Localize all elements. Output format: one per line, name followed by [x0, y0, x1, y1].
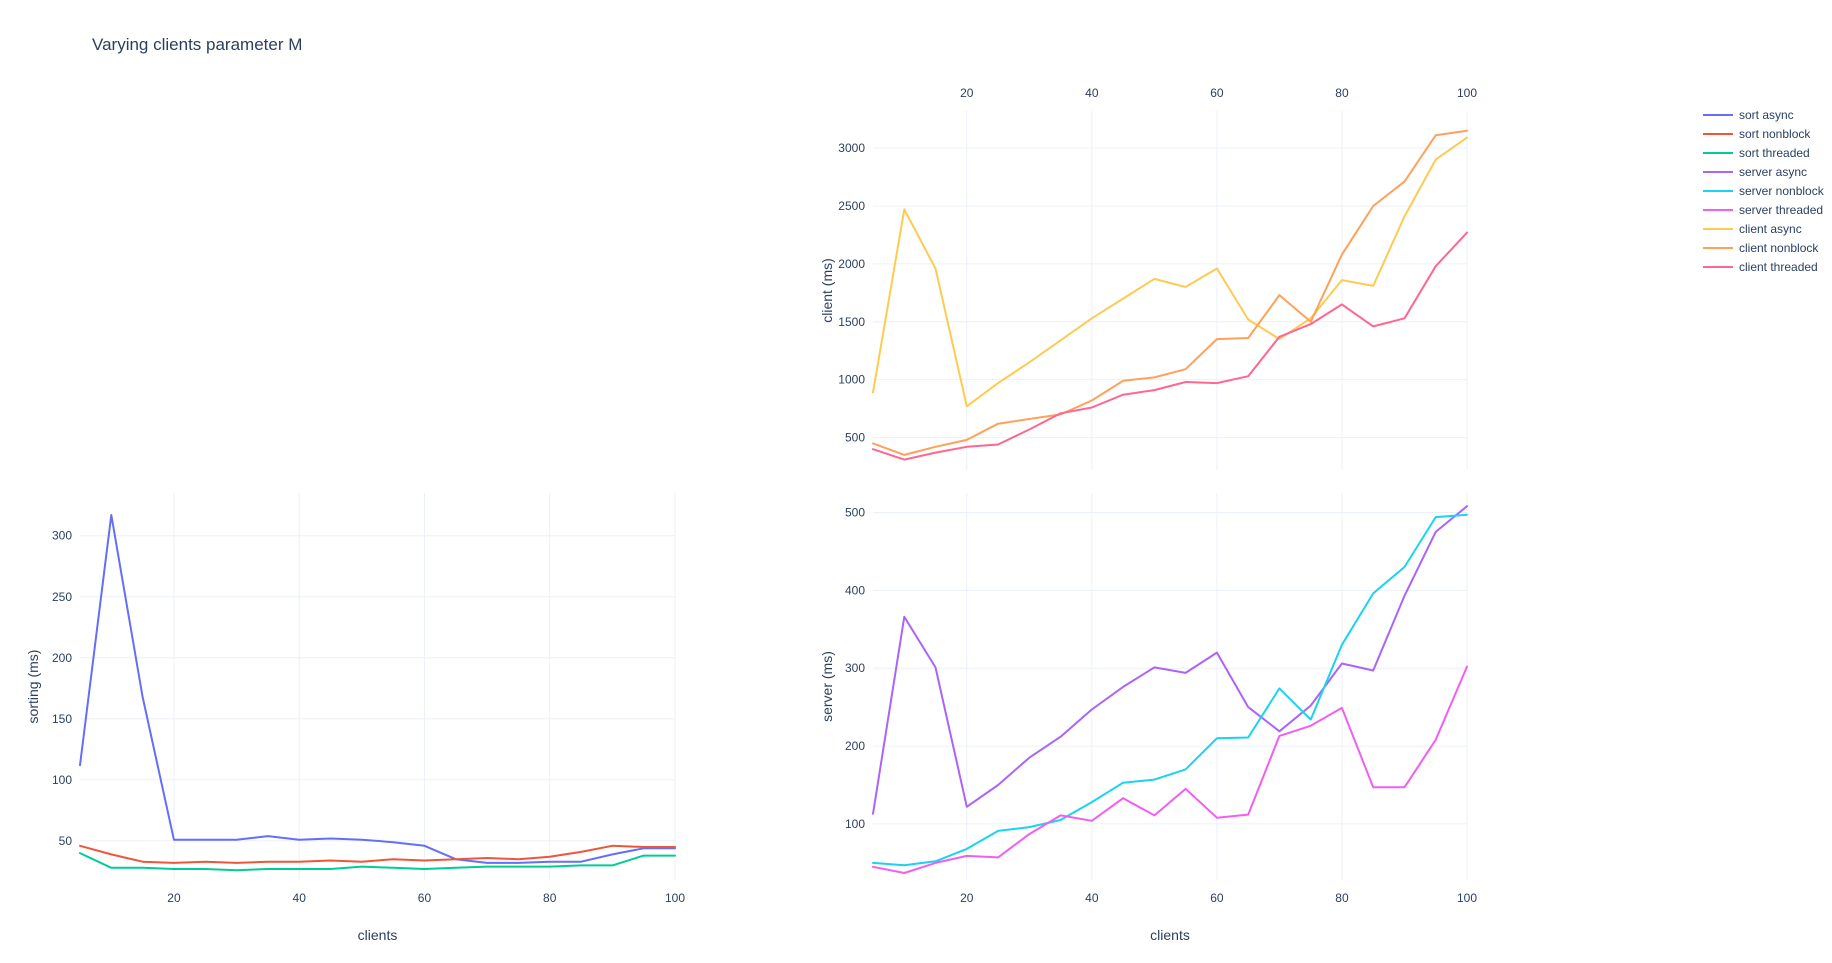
- legend-item[interactable]: client threaded: [1703, 260, 1818, 274]
- y-tick-label: 150: [52, 712, 72, 726]
- legend-item[interactable]: client nonblock: [1703, 241, 1819, 255]
- legend-item[interactable]: sort nonblock: [1703, 127, 1811, 141]
- subplot-sorting: 20 40 60 80 100 50 100 150 200 250 300 sorting (ms)…: [25, 493, 685, 943]
- legend-item[interactable]: sort async: [1703, 108, 1794, 122]
- series-line-server-threaded: [872, 665, 1468, 874]
- series-line-client-threaded: [872, 231, 1468, 461]
- x-tick-label: 40: [1085, 86, 1099, 100]
- y-tick-label: 1500: [838, 315, 865, 329]
- series-line-sort-threaded: [79, 852, 676, 872]
- chart-legend: sort async sort nonblock sort threaded serv…: [1703, 108, 1825, 274]
- x-tick-label: 60: [1210, 891, 1224, 905]
- x-tick-label: 80: [1335, 86, 1349, 100]
- series-line-client-nonblock: [872, 129, 1468, 456]
- x-tick-label: 60: [418, 891, 432, 905]
- series-line-client-async: [872, 136, 1468, 408]
- series-line-server-async: [872, 505, 1468, 815]
- legend-item[interactable]: server async: [1703, 165, 1807, 179]
- x-axis-title: clients: [358, 927, 398, 943]
- legend-label: server threaded: [1739, 203, 1823, 217]
- chart-title: Varying clients parameter M: [92, 35, 302, 54]
- x-axis-title: clients: [1150, 927, 1190, 943]
- legend-label: server async: [1739, 165, 1807, 179]
- y-tick-label: 2000: [838, 257, 865, 271]
- x-tick-label: 100: [1457, 86, 1477, 100]
- legend-label: client threaded: [1739, 260, 1818, 274]
- series-line-sort-nonblock: [79, 844, 676, 864]
- y-tick-label: 100: [52, 773, 72, 787]
- y-tick-label: 300: [845, 661, 865, 675]
- y-tick-label: 500: [845, 505, 865, 519]
- legend-label: sort nonblock: [1739, 127, 1811, 141]
- x-tick-label: 40: [293, 891, 307, 905]
- y-tick-label: 1000: [838, 373, 865, 387]
- legend-label: client async: [1739, 222, 1802, 236]
- y-tick-label: 3000: [838, 141, 865, 155]
- legend-label: server nonblock: [1739, 184, 1825, 198]
- x-tick-label: 40: [1085, 891, 1099, 905]
- y-tick-label: 200: [52, 651, 72, 665]
- legend-item[interactable]: sort threaded: [1703, 146, 1810, 160]
- legend-item[interactable]: server nonblock: [1703, 184, 1825, 198]
- y-tick-label: 250: [52, 590, 72, 604]
- y-tick-label: 300: [52, 529, 72, 543]
- series-line-server-nonblock: [872, 513, 1468, 867]
- plots-area: 20 40 60 80 100 50 100 150 200 250 300 sorting (ms)…: [25, 86, 1477, 943]
- x-tick-label: 80: [1335, 891, 1349, 905]
- x-tick-label: 20: [960, 86, 974, 100]
- x-tick-label: 80: [543, 891, 557, 905]
- legend-item[interactable]: client async: [1703, 222, 1802, 236]
- x-tick-label: 60: [1210, 86, 1224, 100]
- x-tick-label: 20: [960, 891, 974, 905]
- y-axis-title: client (ms): [819, 258, 835, 323]
- subplot-client: 20 40 60 80 100 500 1000 1500 2000 2500 3000 client…: [819, 86, 1477, 470]
- series-line-sort-async: [79, 514, 676, 864]
- x-tick-label: 100: [1457, 891, 1477, 905]
- y-tick-label: 50: [59, 834, 73, 848]
- legend-label: sort async: [1739, 108, 1794, 122]
- y-tick-label: 200: [845, 739, 865, 753]
- x-tick-label: 100: [665, 891, 685, 905]
- legend-label: client nonblock: [1739, 241, 1819, 255]
- y-axis-title: server (ms): [819, 651, 835, 722]
- y-tick-label: 2500: [838, 199, 865, 213]
- y-tick-label: 100: [845, 817, 865, 831]
- y-tick-label: 400: [845, 583, 865, 597]
- x-tick-label: 20: [167, 891, 181, 905]
- y-axis-title: sorting (ms): [25, 650, 41, 724]
- subplot-server: 20 40 60 80 100 100 200 300 400 500 server (ms) cli…: [819, 493, 1477, 943]
- legend-item[interactable]: server threaded: [1703, 203, 1823, 217]
- y-tick-label: 500: [845, 431, 865, 445]
- legend-label: sort threaded: [1739, 146, 1810, 160]
